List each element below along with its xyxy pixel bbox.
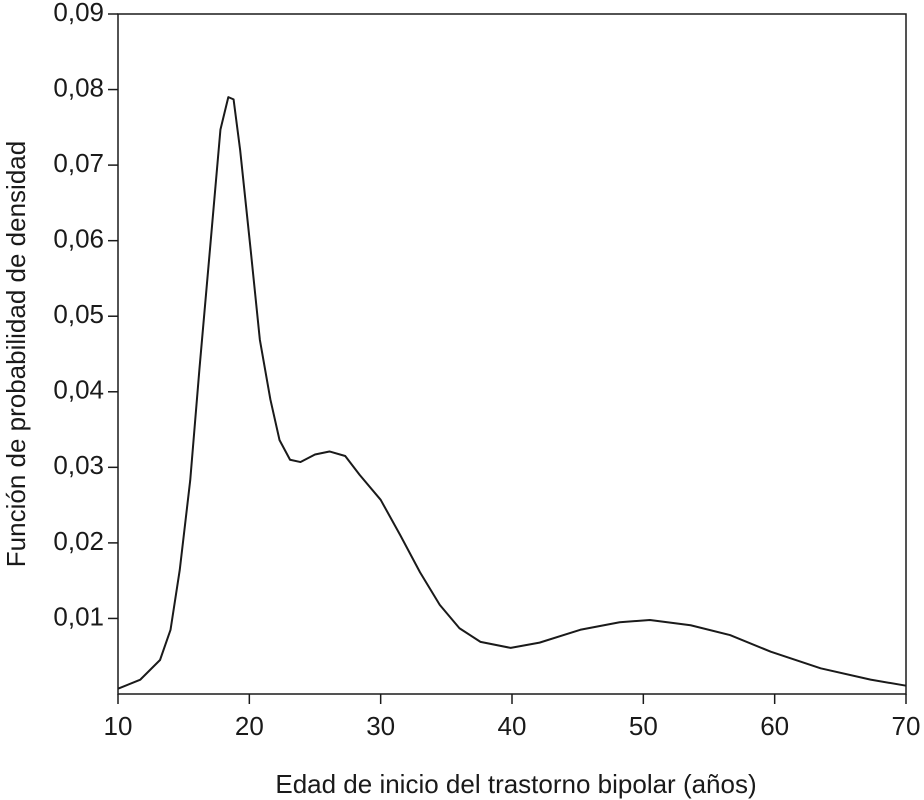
x-tick-label: 50 xyxy=(629,711,658,741)
line-series xyxy=(117,96,907,690)
y-tick-label: 0,06 xyxy=(53,224,104,254)
y-tick-label: 0,09 xyxy=(53,0,104,27)
y-axis-label: Función de probabilidad de densidad xyxy=(1,141,31,567)
y-tick-label: 0,03 xyxy=(53,450,104,480)
x-tick-label: 70 xyxy=(892,711,921,741)
y-tick-label: 0,02 xyxy=(53,526,104,556)
y-tick-label: 0,01 xyxy=(53,601,104,631)
y-tick-label: 0,07 xyxy=(53,148,104,178)
x-axis-label: Edad de inicio del trastorno bipolar (añ… xyxy=(275,769,756,799)
x-tick-label: 30 xyxy=(366,711,395,741)
y-tick-label: 0,04 xyxy=(53,375,104,405)
x-tick-label: 10 xyxy=(104,711,133,741)
x-tick-label: 60 xyxy=(760,711,789,741)
x-tick-label: 20 xyxy=(235,711,264,741)
x-tick-label: 40 xyxy=(498,711,527,741)
y-tick-label: 0,05 xyxy=(53,299,104,329)
y-tick-label: 0,08 xyxy=(53,72,104,102)
